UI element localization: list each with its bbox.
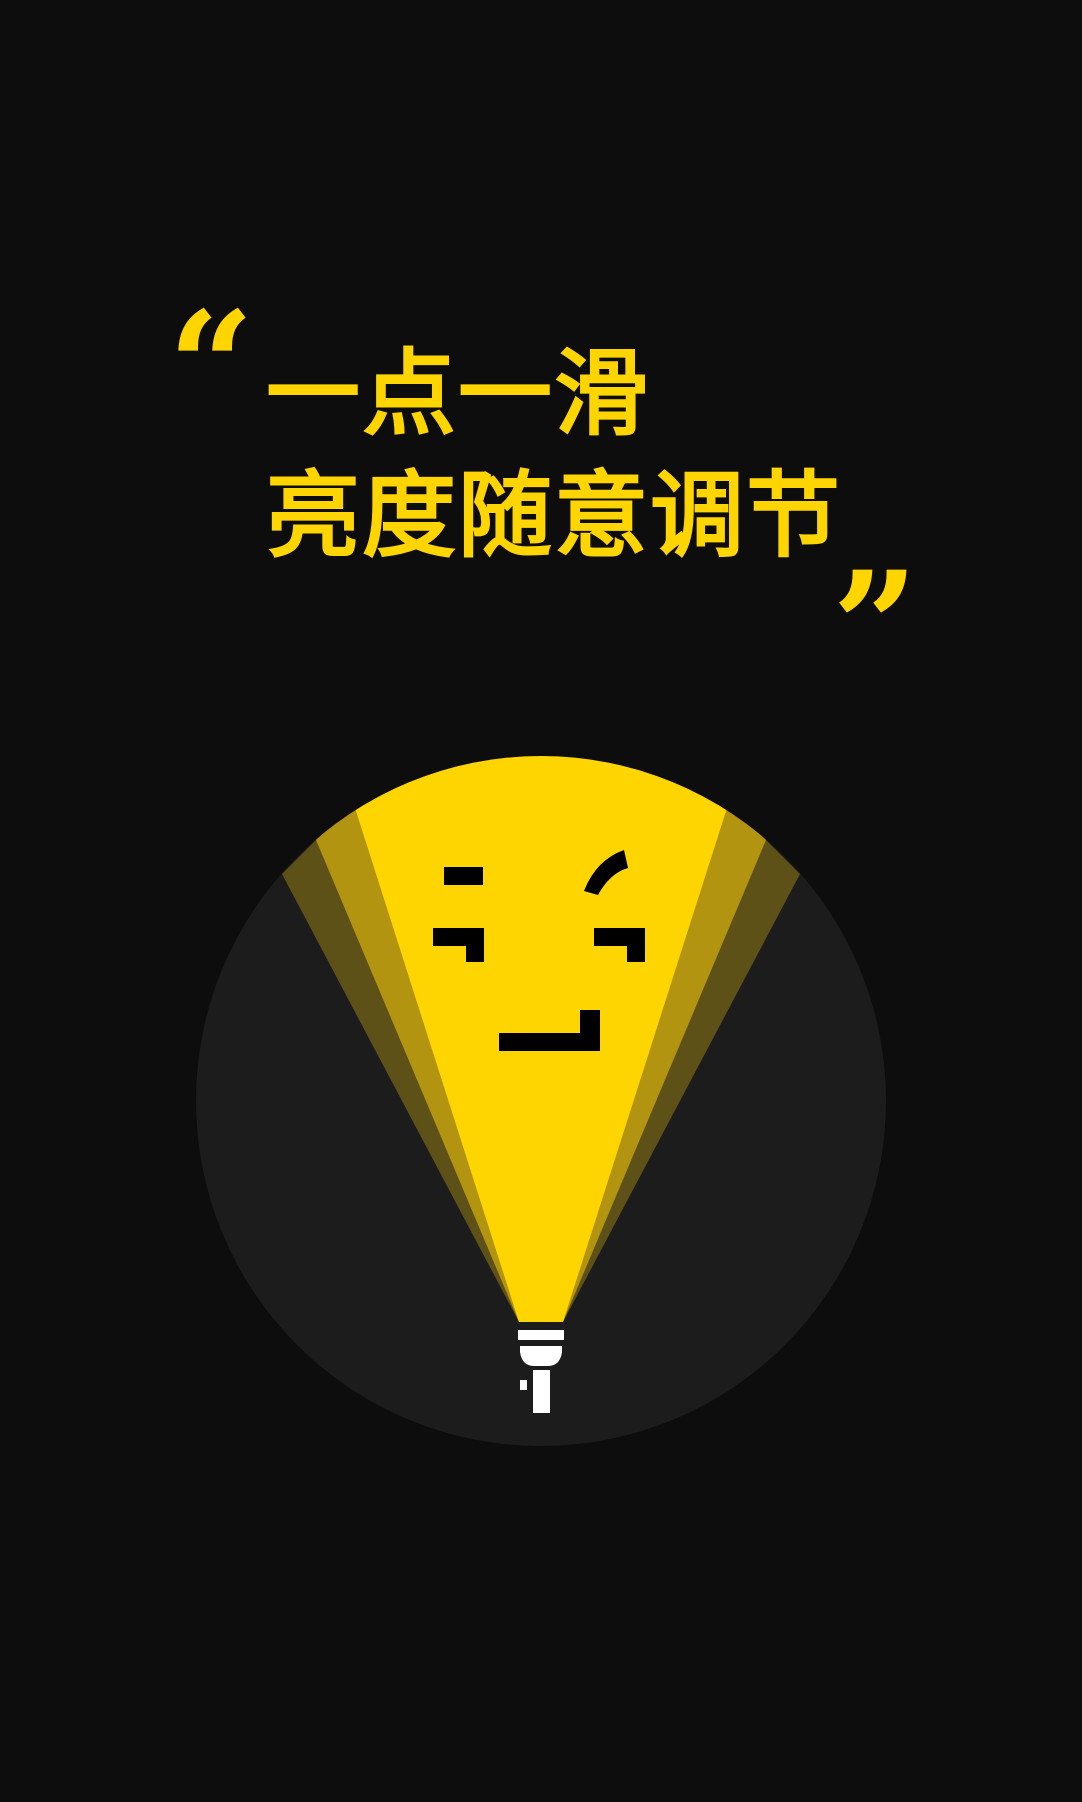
headline-line-2: 亮度随意调节	[266, 462, 843, 571]
left-eye	[433, 928, 484, 962]
flashlight-neck	[520, 1346, 562, 1366]
left-eyebrow	[444, 867, 483, 885]
beam-core	[355, 756, 727, 1322]
flashlight-rim	[518, 1330, 564, 1340]
flashlight-icon	[518, 1330, 564, 1413]
flashlight-handle	[533, 1370, 550, 1413]
right-eye	[594, 928, 645, 962]
right-eyebrow	[584, 850, 628, 895]
smiley-face-icon	[433, 850, 645, 1051]
open-quote-mark: “	[168, 279, 255, 455]
light-beam	[282, 756, 800, 1322]
headline-line-1: 一点一滑	[266, 340, 651, 449]
mouth	[499, 1010, 600, 1051]
close-quote-mark: ”	[832, 539, 919, 715]
flashlight-switch	[520, 1380, 527, 1390]
